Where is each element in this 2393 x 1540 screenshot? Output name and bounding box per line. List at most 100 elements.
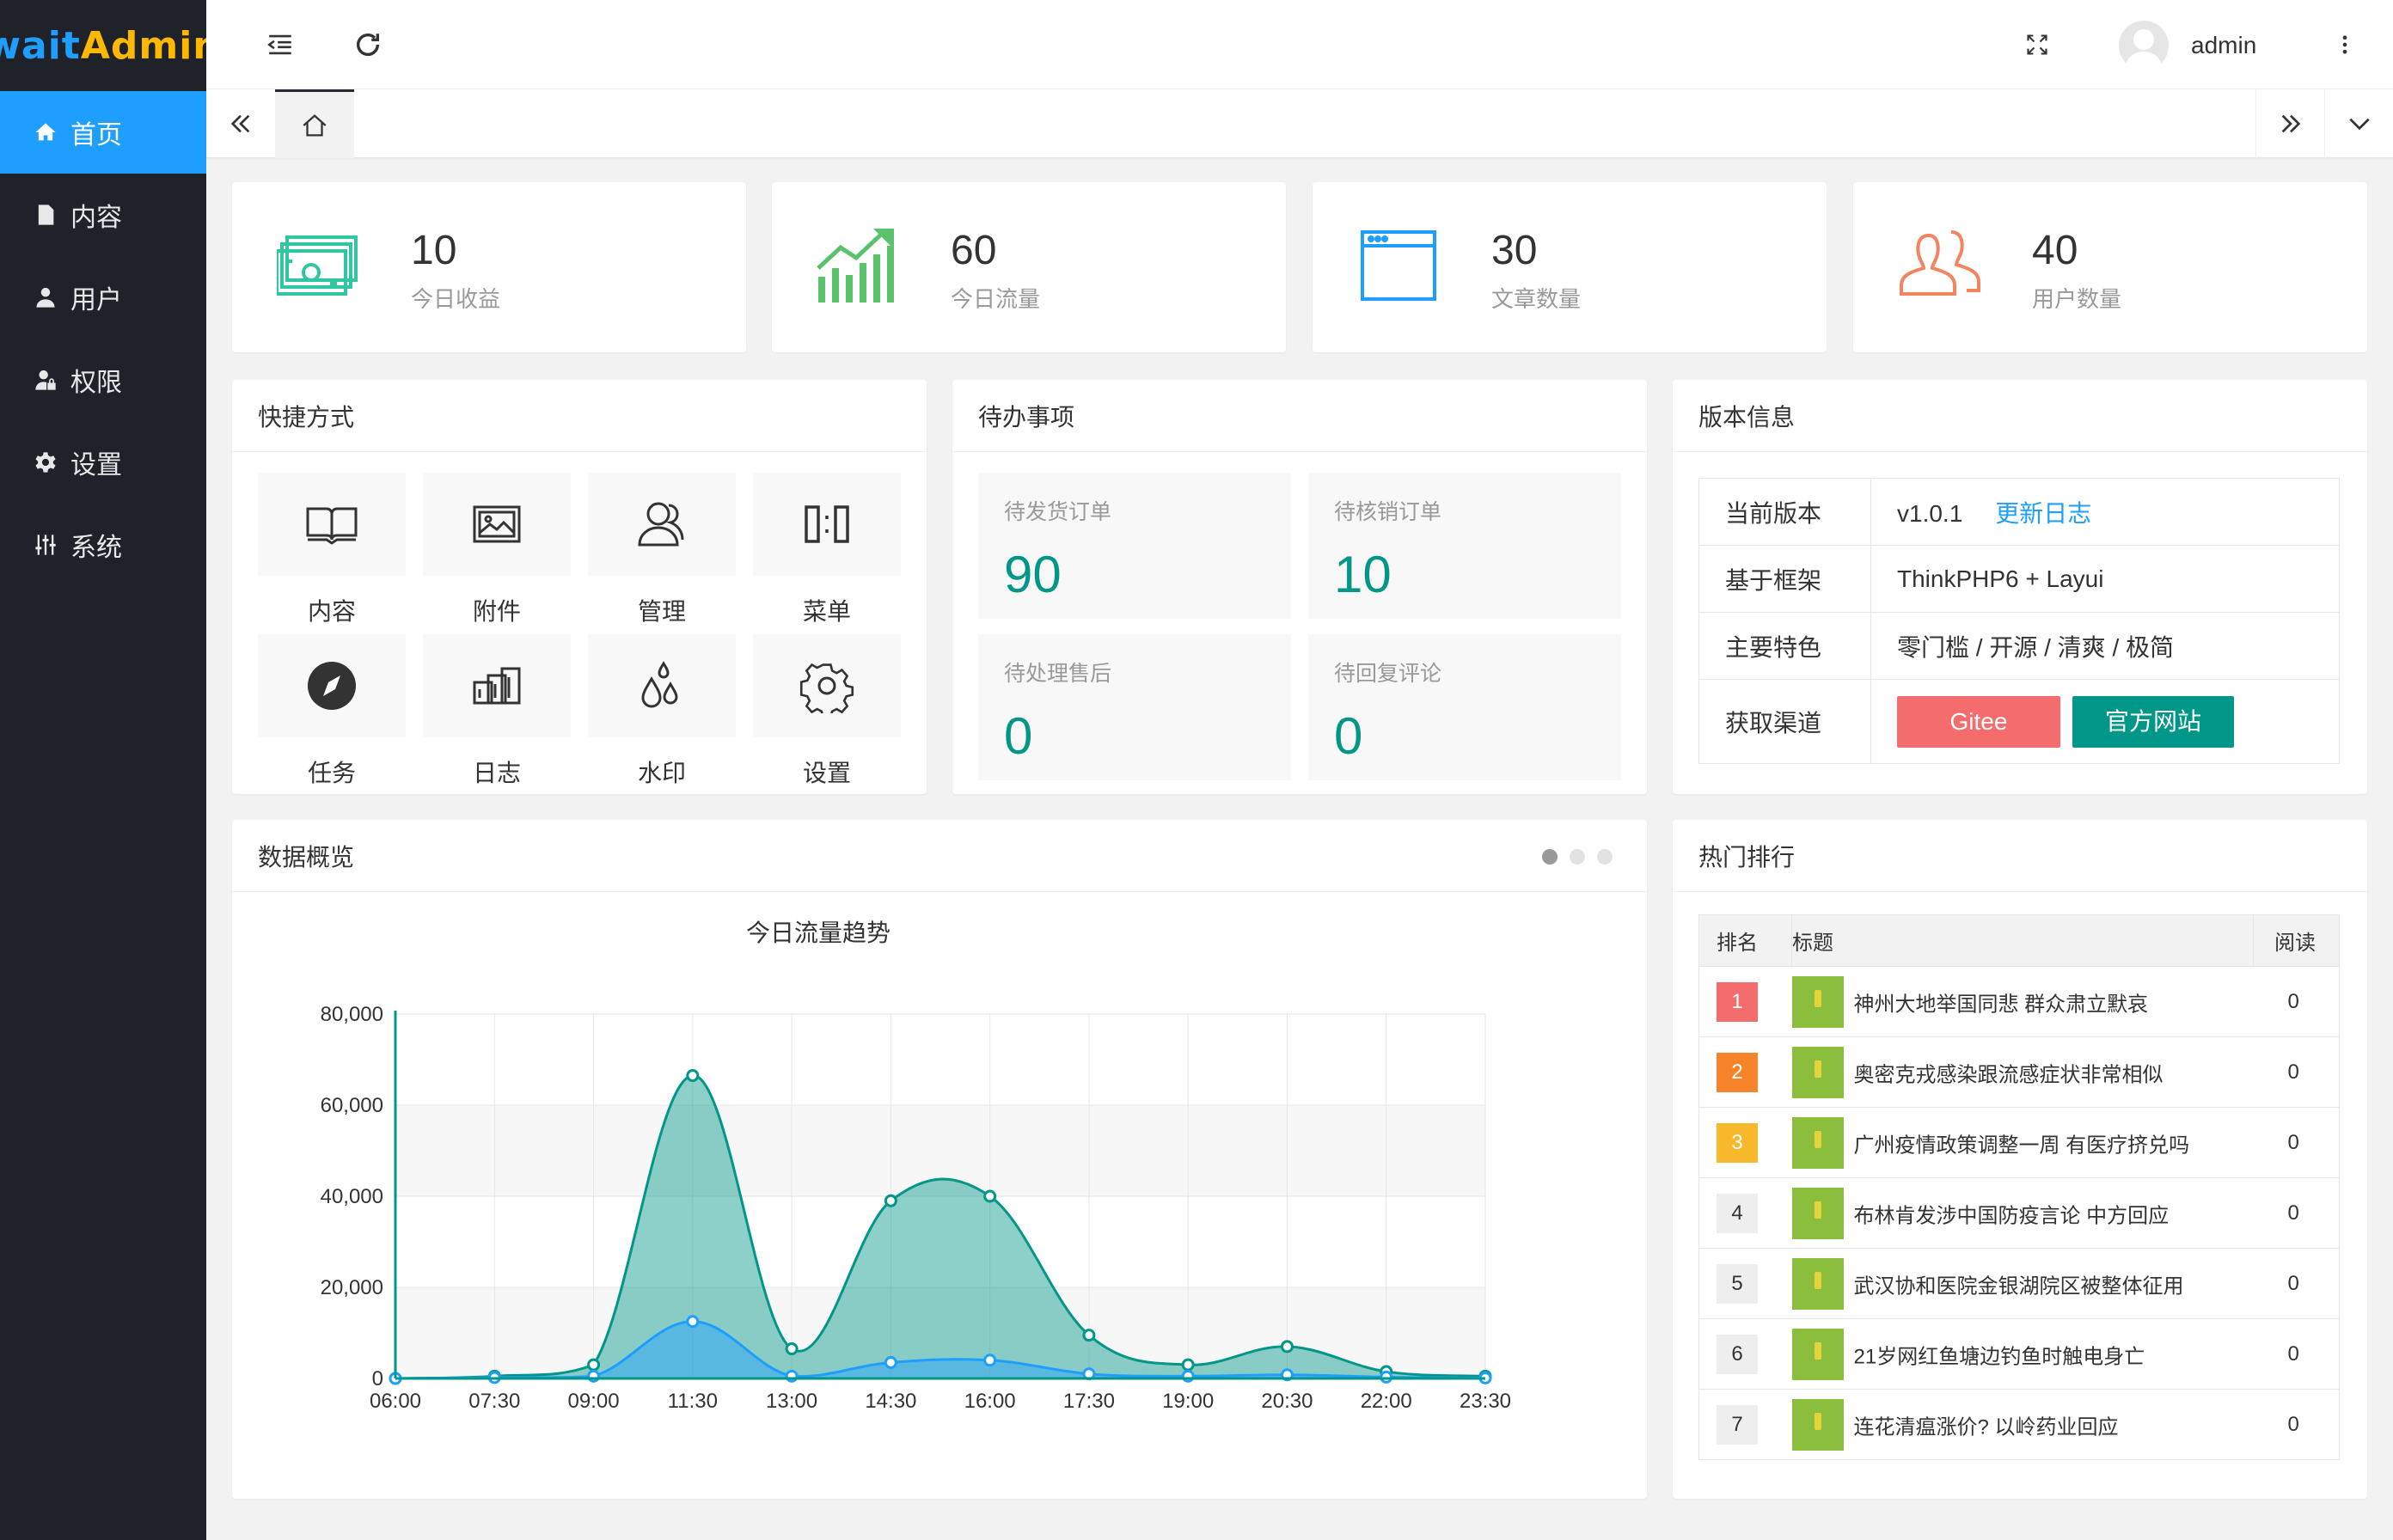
table-row[interactable]: 1 神州大地举国同悲 群众肃立默哀 0 (1698, 966, 2340, 1037)
shortcut-label: 菜单 (802, 598, 851, 625)
todo-label: 待回复评论 (1334, 662, 1442, 686)
data-point (1280, 1340, 1294, 1354)
series-area (395, 1321, 1485, 1378)
version-row: 获取渠道 Gitee 官方网站 (1698, 679, 2340, 764)
chart-title: 今日流量趋势 (745, 920, 890, 946)
y-tick-label: 0 (372, 1367, 383, 1390)
collapse-menu-button[interactable] (237, 0, 323, 89)
x-tick-label: 13:00 (766, 1390, 817, 1413)
tabs-dropdown-button[interactable] (2324, 89, 2393, 158)
app-logo[interactable]: wait Admin (0, 0, 220, 91)
carousel-dot[interactable] (1542, 849, 1558, 865)
stat-card-users: 40 用户数量 (1853, 182, 2367, 352)
stat-label: 今日收益 (411, 286, 501, 312)
shortcut-watermark[interactable]: 水印 (588, 634, 736, 789)
version-value-cell: Gitee 官方网站 (1870, 679, 2340, 764)
sidebar-item-system[interactable]: 系统 (0, 504, 206, 586)
read-count: 0 (2253, 1036, 2340, 1108)
article-title[interactable]: 神州大地举国同悲 群众肃立默哀 (1853, 993, 2149, 1016)
carousel-dot[interactable] (1597, 849, 1613, 865)
data-point (587, 1369, 601, 1383)
plot-band (395, 1196, 1485, 1287)
data-point (1082, 1329, 1096, 1342)
plot-band (395, 1287, 1485, 1378)
version-table: 当前版本 v1.0.1 更新日志 基于框架 ThinkPHP6 + Layui 主… (1698, 478, 2340, 764)
shortcuts-card: 快捷方式 内容 附件 管理 菜单 任务 日志 水印 设置 (232, 380, 927, 794)
tab-home[interactable] (275, 89, 354, 158)
user-menu[interactable]: admin (2119, 21, 2256, 70)
shortcut-task[interactable]: 任务 (258, 634, 406, 789)
article-title[interactable]: 武汉协和医院金银湖院区被整体征用 (1853, 1274, 2184, 1298)
fullscreen-button[interactable] (1994, 0, 2080, 89)
version-row: 主要特色 零门槛 / 开源 / 清爽 / 极简 (1698, 612, 2340, 680)
user-lock-icon (33, 367, 58, 393)
sidebar-item-home[interactable]: 首页 (0, 91, 206, 174)
article-title[interactable]: 21岁网红鱼塘边钓鱼时触电身亡 (1853, 1345, 2145, 1368)
table-row[interactable]: 2 奥密克戎感染跟流感症状非常相似 0 (1698, 1036, 2340, 1108)
read-count: 0 (2253, 1318, 2340, 1390)
table-row[interactable]: 6 21岁网红鱼塘边钓鱼时触电身亡 0 (1698, 1318, 2340, 1390)
article-title[interactable]: 奥密克戎感染跟流感症状非常相似 (1853, 1063, 2163, 1086)
article-title[interactable]: 连花清瘟涨价? 以岭药业回应 (1853, 1415, 2119, 1439)
chevron-down-icon (2348, 118, 2370, 131)
double-chevron-left-icon (230, 114, 250, 133)
data-point (686, 1315, 700, 1329)
todo-pending-aftersale[interactable]: 待处理售后 0 (978, 634, 1291, 780)
version-key: 获取渠道 (1698, 679, 1871, 764)
data-point (785, 1342, 799, 1356)
data-point (983, 1189, 997, 1203)
article-thumbnail (1791, 1328, 1844, 1380)
sidebar-item-permission[interactable]: 权限 (0, 339, 206, 421)
article-title[interactable]: 布林肯发涉中国防疫言论 中方回应 (1853, 1204, 2170, 1227)
table-row[interactable]: 7 连花清瘟涨价? 以岭药业回应 0 (1698, 1389, 2340, 1460)
home-outline-icon (303, 113, 327, 136)
compass-icon (308, 662, 356, 710)
sliders-icon (33, 532, 58, 558)
todo-pending-comment[interactable]: 待回复评论 0 (1308, 634, 1621, 780)
data-point (587, 1358, 601, 1372)
todo-value: 0 (1004, 707, 1033, 765)
table-row[interactable]: 5 武汉协和医院金银湖院区被整体征用 0 (1698, 1248, 2340, 1319)
todo-card: 待办事项 待发货订单 90 待核销订单 10 待处理售后 0 待回复评论 0 (952, 380, 1647, 794)
logo-text-admin: Admin (80, 23, 221, 68)
rank-badge: 7 (1717, 1404, 1758, 1445)
version-value-cell: v1.0.1 更新日志 (1870, 478, 2340, 546)
todo-pending-verify[interactable]: 待核销订单 10 (1308, 473, 1621, 619)
data-point (1181, 1369, 1195, 1383)
sidebar-item-user[interactable]: 用户 (0, 256, 206, 339)
official-site-button[interactable]: 官方网站 (2072, 695, 2234, 748)
stat-value: 10 (411, 228, 457, 273)
table-row[interactable]: 3 广州疫情政策调整一周 有医疗挤兑吗 0 (1698, 1107, 2340, 1178)
refresh-button[interactable] (325, 0, 411, 89)
stat-value: 40 (2032, 228, 2078, 273)
card-title: 版本信息 (1673, 380, 2367, 452)
data-point (1380, 1370, 1393, 1384)
table-row[interactable]: 4 布林肯发涉中国防疫言论 中方回应 0 (1698, 1177, 2340, 1249)
shortcut-attachment[interactable]: 附件 (423, 473, 571, 627)
shortcut-log[interactable]: 日志 (423, 634, 571, 789)
sidebar-item-settings[interactable]: 设置 (0, 421, 206, 504)
changelog-link[interactable]: 更新日志 (1995, 499, 2092, 527)
todo-label: 待发货订单 (1004, 500, 1112, 524)
gitee-button[interactable]: Gitee (1897, 695, 2060, 748)
data-point (884, 1194, 897, 1207)
sidebar-item-content[interactable]: 内容 (0, 174, 206, 256)
read-count: 0 (2253, 966, 2340, 1037)
todo-pending-shipment[interactable]: 待发货订单 90 (978, 473, 1291, 619)
shortcut-content[interactable]: 内容 (258, 473, 406, 627)
tabs-scroll-right-button[interactable] (2255, 89, 2324, 158)
tabs-scroll-left-button[interactable] (206, 89, 275, 158)
series-area (395, 1075, 1485, 1378)
more-options-button[interactable] (2302, 0, 2388, 89)
article-title[interactable]: 广州疫情政策调整一周 有医疗挤兑吗 (1853, 1134, 2190, 1157)
user-group-icon (638, 502, 684, 547)
shortcut-menu[interactable]: 菜单 (753, 473, 901, 627)
article-thumbnail (1791, 1187, 1844, 1239)
y-tick-label: 20,000 (321, 1276, 383, 1299)
shortcut-settings[interactable]: 设置 (753, 634, 901, 789)
tab-bar (206, 89, 2393, 158)
carousel-dot[interactable] (1570, 849, 1585, 865)
data-overview-card: 数据概览 今日流量趋势 0 20,000 40,000 60,000 80,000 06:… (232, 820, 1647, 1499)
shortcut-manage[interactable]: 管理 (588, 473, 736, 627)
version-key: 主要特色 (1698, 612, 1871, 680)
